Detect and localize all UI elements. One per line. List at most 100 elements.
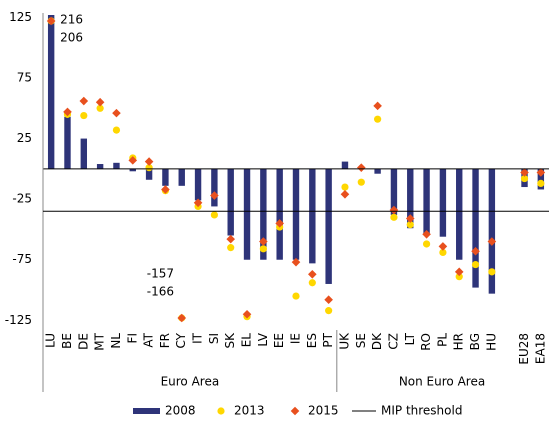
bar [439,168,447,237]
legend-label: MIP threshold [381,404,462,418]
legend-swatch [217,407,225,415]
diamond [291,257,301,267]
dot [80,111,88,120]
bar [537,168,545,190]
x-tick-label: BG [468,333,482,350]
dot [439,248,447,257]
x-tick-label: CY [174,332,188,348]
y-tick-label: -75 [12,252,32,266]
x-tick-label: DK [370,332,384,350]
dot [96,104,104,112]
bar [64,116,71,169]
x-tick-label: ES [305,333,319,348]
bar [488,168,496,294]
diamond [144,157,154,166]
x-tick-label: EL [240,333,254,348]
x-tick-label: FR [158,333,172,348]
bar [178,168,185,186]
y-tick-label: 25 [17,131,32,145]
bar [374,168,381,174]
value-label: 206 [60,31,83,45]
x-tick-label: HR [452,333,466,350]
x-tick-label: FI [125,333,139,343]
diamond [112,108,121,118]
bar [243,168,251,260]
bar [341,161,349,169]
legend-label: 2013 [234,404,265,418]
dot [537,179,545,188]
bar [145,168,153,180]
y-tick-label: 75 [17,71,32,85]
x-tick-label: MT [93,332,107,350]
diamond [487,237,497,246]
legend-swatch [290,406,300,416]
dot [520,174,529,183]
bar [194,168,202,201]
bar [407,168,414,229]
dot [374,115,382,123]
value-label: -157 [147,267,174,281]
x-tick-label: LU [44,333,58,348]
dot [390,213,398,221]
x-tick-label: DE [76,333,90,350]
diamond [308,269,317,279]
dot [455,273,463,281]
x-tick-label: IT [191,332,205,344]
bar [47,15,55,169]
bar [80,138,88,169]
bar [292,168,300,260]
bar [113,162,120,169]
x-tick-label: EU28 [517,333,531,365]
diamond [422,229,431,239]
x-tick-label: SE [354,333,368,348]
bar [96,164,104,169]
legend-swatch [133,408,160,414]
dot [145,164,153,172]
dot [325,307,333,315]
x-tick-label: CZ [386,333,400,350]
x-tick-label: SK [223,332,237,349]
x-tick-label: BE [60,333,74,349]
diamond [373,101,382,111]
diamond [226,234,236,244]
diamond [46,16,56,26]
x-tick-label: RO [419,333,433,351]
x-tick-label: EA18 [533,333,547,364]
diamond [177,313,187,323]
x-tick-label: IE [289,333,303,344]
bar [260,168,267,260]
x-tick-label: UK [337,332,351,350]
dot [422,240,431,248]
bar [129,168,136,172]
x-tick-label: SI [207,333,221,344]
dot [210,211,218,219]
x-tick-label: AT [142,332,156,347]
x-tick-label: EE [272,333,286,348]
group-label: Non Euro Area [399,375,485,389]
diamond [275,219,284,228]
value-label: 216 [60,13,83,27]
diamond [520,168,529,177]
diamond [259,237,268,246]
y-tick-label: 125 [9,10,32,24]
bar [211,168,218,207]
diamond [356,163,366,172]
dot [292,292,300,300]
dot [341,183,349,191]
diamond [389,205,399,215]
bar [309,168,316,264]
dot [406,220,414,229]
x-tick-label: PT [321,332,335,347]
diamond [161,185,170,194]
x-tick-label: PL [435,333,449,347]
x-tick-label: HU [484,333,498,351]
group-label: Euro Area [161,375,220,389]
y-tick-label: -125 [5,313,32,327]
dot [488,268,496,276]
diamond [438,242,448,251]
diamond [340,190,350,199]
diamond [324,295,333,305]
legend-label: 2008 [165,404,196,418]
dot [308,279,316,287]
